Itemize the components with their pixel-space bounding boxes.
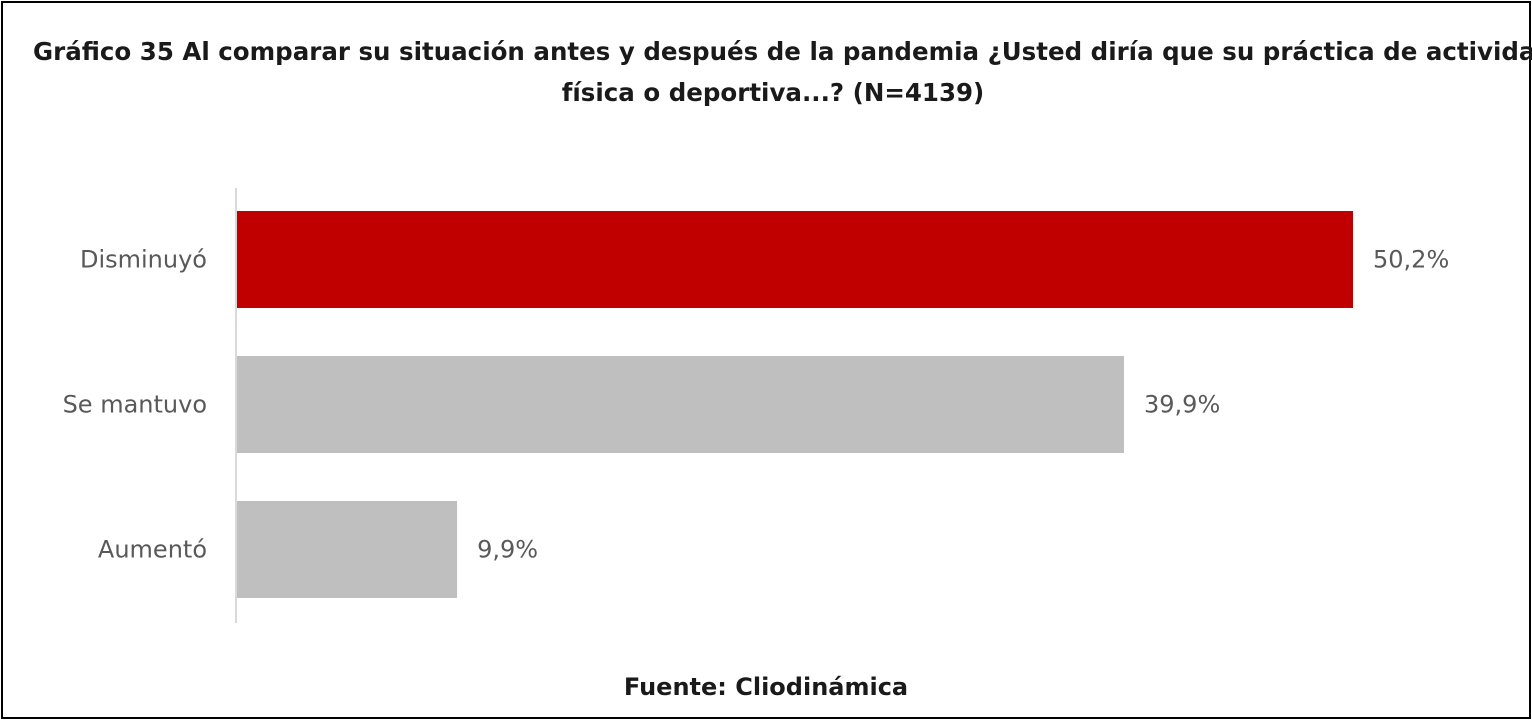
value-label-aumento: 9,9%	[477, 536, 538, 564]
category-label-se-mantuvo: Se mantuvo	[63, 391, 207, 419]
chart-title: Gráfico 35 Al comparar su situación ante…	[33, 31, 1532, 113]
category-label-aumento: Aumentó	[98, 536, 207, 564]
bar-se-mantuvo	[237, 356, 1125, 453]
bar-chart: Disminuyó 50,2% Se mantuvo 39,9% Aumentó 9,9%	[63, 188, 1449, 623]
category-label-disminuyo: Disminuyó	[80, 246, 207, 274]
chart-title-line-2: física o deportiva...? (N=4139)	[561, 78, 985, 107]
bars-group: Disminuyó 50,2% Se mantuvo 39,9% Aumentó 9,9%	[63, 211, 1449, 598]
source-note: Fuente: Cliodinámica	[623, 673, 909, 701]
value-label-se-mantuvo: 39,9%	[1144, 391, 1220, 419]
value-label-disminuyo: 50,2%	[1373, 246, 1449, 274]
chart-title-line-1: Gráfico 35 Al comparar su situación ante…	[33, 37, 1532, 66]
bar-aumento	[237, 501, 458, 598]
bar-disminuyo	[237, 211, 1353, 308]
